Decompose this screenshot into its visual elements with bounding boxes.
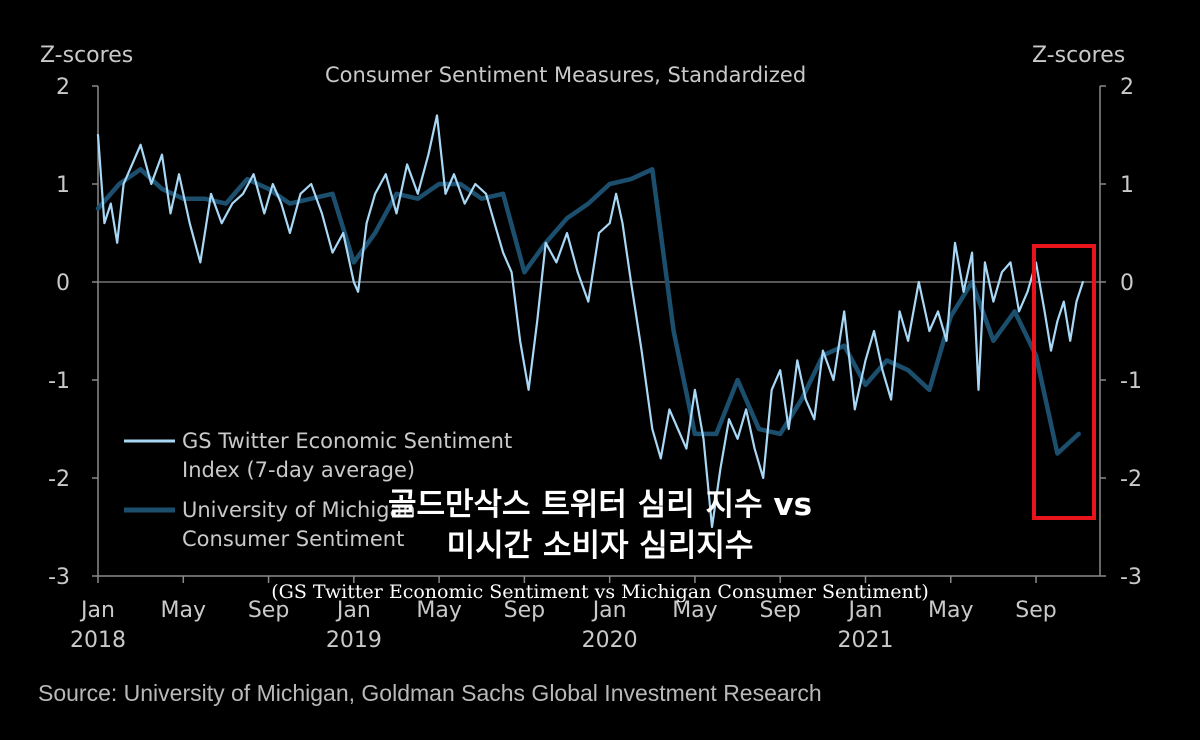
overlay-title-line1: 골드만삭스 트위터 심리 지수 vs: [388, 487, 812, 523]
overlay-title-line2: 미시간 소비자 심리지수: [447, 528, 754, 564]
x-tick-label: May: [161, 598, 206, 623]
y-tick-label-left: 1: [56, 173, 70, 198]
y-tick-label-left: -1: [48, 369, 70, 394]
y-tick-label-right: -1: [1120, 369, 1142, 394]
x-tick-year-label: 2019: [326, 628, 382, 653]
y-tick-label-right: -3: [1120, 565, 1142, 590]
y-tick-label-right: -2: [1120, 467, 1142, 492]
series-layer: [95, 114, 1085, 529]
x-tick-year-label: 2021: [837, 628, 893, 653]
y-tick-label-right: 2: [1120, 75, 1134, 100]
y-tick-label-right: 1: [1120, 173, 1134, 198]
left-axis-label: Z-scores: [40, 43, 133, 68]
axes: [97, 86, 1101, 577]
x-tick-label: Jan: [591, 598, 627, 623]
x-tick-year-label: 2018: [70, 628, 126, 653]
series-line-michigan: [95, 167, 1081, 456]
highlight-box: [1032, 244, 1096, 520]
chart-title: Consumer Sentiment Measures, Standardize…: [325, 63, 806, 87]
y-tick-label-right: 0: [1120, 271, 1134, 296]
x-ticks: Jan 2018 May Sep Jan 2019 May Sep Jan 2020 May Sep J…: [70, 576, 1057, 653]
x-tick-label: Sep: [248, 598, 289, 623]
x-tick-label: Sep: [759, 598, 800, 623]
x-tick-label: May: [416, 598, 461, 623]
x-tick-label: Jan: [79, 598, 115, 623]
y-ticks: 2 2 1 1 0 0 -1 -1 -2 -2 -3 -3: [48, 75, 1142, 590]
y-tick-label-left: 2: [56, 75, 70, 100]
x-tick-label: May: [672, 598, 717, 623]
overlay-english-caption: (GS Twitter Economic Sentiment vs Michig…: [271, 581, 929, 603]
legend-label-twitter-line1: GS Twitter Economic Sentiment: [182, 429, 512, 453]
legend-label-twitter-line2: Index (7-day average): [182, 458, 415, 482]
y-tick-label-left: -3: [48, 565, 70, 590]
y-tick-label-left: 0: [56, 271, 70, 296]
legend: GS Twitter Economic Sentiment Index (7-d…: [124, 429, 512, 551]
x-tick-label: Jan: [335, 598, 371, 623]
legend-label-michigan-line2: Consumer Sentiment: [182, 527, 404, 551]
x-tick-label: Sep: [1015, 598, 1056, 623]
x-tick-label: Jan: [847, 598, 883, 623]
legend-label-michigan-line1: University of Michigan: [182, 498, 416, 522]
x-tick-year-label: 2020: [582, 628, 638, 653]
x-tick-label: May: [928, 598, 973, 623]
y-tick-label-left: -2: [48, 467, 70, 492]
source-note: Source: University of Michigan, Goldman …: [38, 680, 822, 706]
x-tick-label: Sep: [504, 598, 545, 623]
right-axis-label: Z-scores: [1032, 43, 1125, 68]
series-line-twitter: [96, 114, 1085, 529]
